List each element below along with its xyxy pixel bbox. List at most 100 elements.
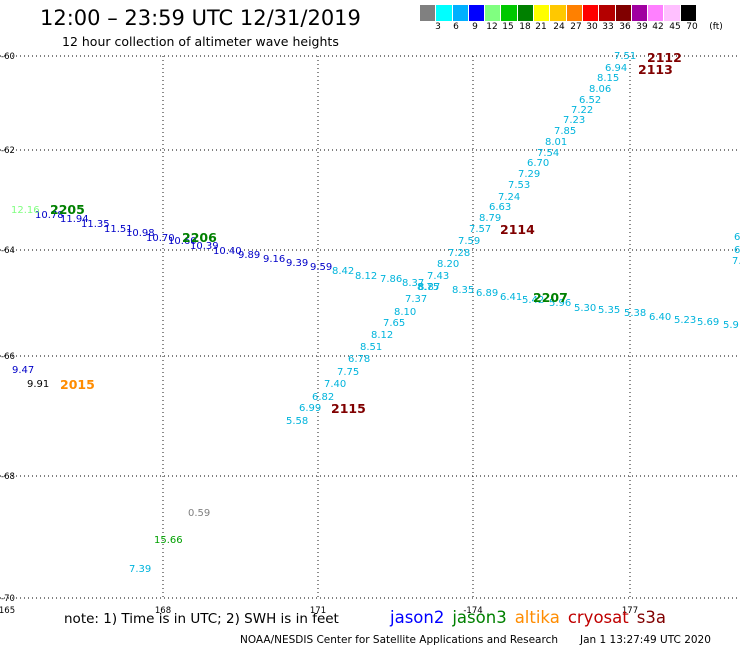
legend-tick-label: 27	[570, 22, 582, 32]
legend-swatch-15	[664, 5, 681, 21]
wave-height-value: 7.22	[571, 105, 593, 116]
latitude-label: -68	[1, 472, 15, 482]
legend-tick-label: 45	[669, 22, 681, 32]
satellite-cryosat: cryosat	[567, 608, 629, 627]
wave-height-value: 7.23	[563, 115, 585, 126]
wave-height-value: 8.20	[437, 259, 459, 270]
wave-height-value: 7.85	[554, 126, 576, 137]
legend-swatch-14	[648, 5, 665, 21]
pass-time-label: 2115	[331, 401, 366, 416]
wave-height-value: 15.66	[154, 535, 183, 546]
pass-time-label: 2112	[647, 50, 682, 65]
legend-tick-label: 39	[636, 22, 648, 32]
wave-height-value: 6.41	[500, 292, 522, 303]
wave-height-value: 5.30	[574, 303, 596, 314]
wave-height-value: 5.23	[674, 315, 696, 326]
legend-tick-label: 9	[472, 22, 478, 32]
wave-height-value: 10.39	[190, 241, 219, 252]
wave-height-value: 5.38	[624, 308, 646, 319]
legend-tick-label: 15	[502, 22, 514, 32]
wave-height-value: 7.24	[498, 192, 520, 203]
credit-line: NOAA/NESDIS Center for Satellite Applica…	[240, 634, 558, 646]
legend-swatch-7	[534, 5, 551, 21]
units-note: note: 1) Time is in UTC; 2) SWH is in fe…	[64, 611, 339, 627]
wave-height-value: 6.99	[299, 403, 321, 414]
legend-tick-label: 3	[435, 22, 441, 32]
wave-height-value: 8.87	[418, 282, 440, 293]
wave-height-value: 9.16	[263, 254, 285, 265]
map-axis-labels: -60 -62 -64 -66 -68 -70 165 168 171 -174 177	[0, 52, 638, 616]
wave-height-value: 7.51	[614, 51, 636, 62]
wave-height-value: 7.59	[458, 236, 480, 247]
legend-swatch-0	[420, 5, 437, 21]
legend-tick-label: (ft)	[709, 22, 723, 32]
wave-height-value: 9.89	[238, 250, 260, 261]
wave-height-value: 10.70	[146, 233, 175, 244]
legend-tick-label: 21	[535, 22, 547, 32]
legend-tick-label: 12	[486, 22, 498, 32]
wave-height-value: 8.15	[597, 73, 619, 84]
legend-swatch-10	[582, 5, 600, 21]
wave-height-value: 7.53	[508, 180, 530, 191]
pass-time-label: 2206	[182, 230, 217, 245]
satellite-jason2: jason2	[390, 608, 445, 627]
wave-height-values: 7.516.948.158.066.527.227.237.858.017.54…	[11, 51, 740, 575]
legend-swatch-5	[501, 5, 518, 21]
longitude-label: 171	[310, 606, 326, 616]
legend-swatch-16	[680, 5, 698, 21]
wave-height-value: 11.51	[104, 224, 133, 235]
wave-height-value: 6.94	[605, 63, 627, 74]
wave-height-value: 7.54	[537, 148, 559, 159]
legend-swatch-9	[566, 5, 583, 21]
legend-swatch-8	[550, 5, 567, 21]
wave-height-value: 7.65	[383, 318, 405, 329]
wave-height-value: 7.37	[405, 294, 427, 305]
wave-height-value: 5.96	[549, 298, 571, 309]
pass-time-label: 2113	[638, 62, 673, 77]
legend-tick-label: 70	[686, 22, 698, 32]
legend-tick-label: 33	[602, 22, 614, 32]
wave-height-value: 7.57	[469, 224, 491, 235]
latitude-label: -66	[1, 352, 15, 362]
legend-swatch-4	[485, 5, 502, 21]
legend-tick-label: 36	[619, 22, 631, 32]
legend-swatch-11	[599, 5, 616, 21]
wave-height-value: 9.91	[27, 379, 49, 390]
wave-height-value: 8.75	[417, 282, 439, 293]
wave-height-value: 7.39	[129, 564, 151, 575]
wave-height-value: 10.40	[213, 246, 242, 257]
wave-height-value: 10.78	[35, 210, 64, 221]
legend-tick-label: 42	[652, 22, 664, 32]
wave-height-value: 8.12	[371, 330, 393, 341]
legend-tick-label: 6	[453, 22, 459, 32]
wave-height-value: 6.70	[527, 158, 549, 169]
wave-height-value: 7.29	[518, 169, 540, 180]
wave-height-value: 7.28	[448, 248, 470, 259]
wave-height-value: 8.01	[545, 137, 567, 148]
wave-height-value: 6.40	[649, 312, 671, 323]
generation-timestamp: Jan 1 13:27:49 UTC 2020	[580, 634, 711, 646]
wave-height-value: 10.98	[126, 228, 155, 239]
wave-height-value: 8.06	[589, 84, 611, 95]
wave-height-value: 7.86	[380, 274, 402, 285]
legend-tick-label: 24	[553, 22, 565, 32]
wave-height-value: 12.16	[11, 205, 40, 216]
pass-time-label: 2015	[60, 377, 95, 392]
wave-height-value: 8.79	[479, 213, 501, 224]
legend-swatch-3	[468, 5, 486, 21]
wave-height-value: 8.51	[360, 342, 382, 353]
wave-height-value: 7.	[732, 256, 740, 267]
wave-height-value: 8.35	[452, 285, 474, 296]
legend-swatch-2	[452, 5, 469, 21]
wave-height-value: 6.82	[312, 392, 334, 403]
longitude-label: -174	[463, 606, 482, 616]
wave-height-value: 6.89	[476, 288, 498, 299]
wave-height-value: 5.91	[723, 320, 740, 331]
wave-height-value: 8.12	[355, 271, 377, 282]
legend-swatch-13	[631, 5, 649, 21]
latitude-label: -70	[1, 594, 15, 604]
wave-height-value: 8.42	[332, 266, 354, 277]
satellite-altika: altika	[514, 608, 560, 627]
